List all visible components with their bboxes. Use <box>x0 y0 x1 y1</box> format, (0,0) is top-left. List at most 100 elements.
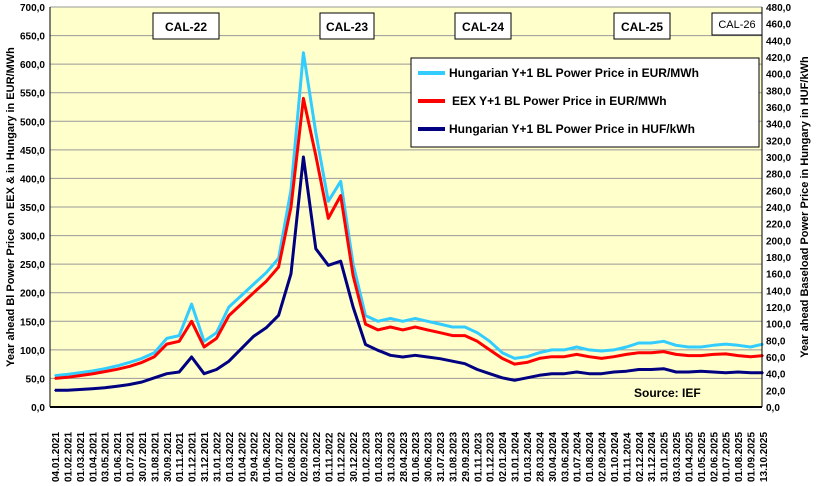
series-0-point <box>339 180 342 183</box>
series-2-point <box>339 260 342 262</box>
series-2-point <box>488 372 491 375</box>
series-line-0 <box>54 51 764 378</box>
left-tick-label: 150,0 <box>20 317 45 328</box>
x-tick-label: 01.04.2021 <box>88 432 99 482</box>
series-2-point <box>128 383 131 386</box>
series-1-point <box>662 350 665 353</box>
series-0-point <box>165 337 168 340</box>
svg-text:CAL-24: CAL-24 <box>462 20 504 34</box>
series-2-point <box>265 327 267 329</box>
series-0-point <box>476 331 479 334</box>
x-tick-label: 31.01.2022 <box>212 432 223 482</box>
series-1-point <box>315 154 317 157</box>
series-0-point <box>675 344 677 347</box>
series-0-point <box>538 351 541 354</box>
x-tick-label: 01.04.2022 <box>237 432 248 482</box>
series-0-point <box>252 283 255 285</box>
x-tick-label: 13.10.2025 <box>759 432 770 482</box>
series-1-point <box>116 368 118 371</box>
series-0-point <box>700 346 702 348</box>
series-0-point <box>54 374 56 377</box>
x-tick-label: 03.03.2025 <box>672 432 683 482</box>
left-tick-label: 350,0 <box>20 203 45 214</box>
series-2-point <box>290 272 292 275</box>
series-2-point <box>613 371 615 373</box>
series-1-point <box>190 320 193 323</box>
series-0-point <box>551 349 553 351</box>
right-tick-label: 60,0 <box>766 353 786 364</box>
x-tick-label: 30.04.2024 <box>548 432 559 482</box>
legend-label-hu-huf: Hungarian Y+1 BL Power Price in HUF/kWh <box>449 122 695 136</box>
series-1-point <box>277 266 280 268</box>
x-tick-label: 03.10.2022 <box>312 432 323 482</box>
series-2-point <box>352 306 354 308</box>
series-0-point <box>79 371 81 374</box>
series-2-point <box>724 372 727 374</box>
series-0-point <box>128 361 131 364</box>
series-1-point <box>575 353 578 356</box>
series-0-point <box>190 303 193 305</box>
series-1-point <box>240 303 243 305</box>
right-tick-label: 380,0 <box>766 86 791 97</box>
series-1-point <box>526 361 528 364</box>
x-tick-label: 31.08.2021 <box>150 432 161 482</box>
right-tick-label: 400,0 <box>766 70 791 81</box>
x-tick-label: 01.11.2021 <box>175 432 186 482</box>
series-1-point <box>290 206 292 208</box>
x-tick-label: 02.06.2025 <box>709 432 720 482</box>
series-2-point <box>79 388 81 391</box>
x-tick-label: 31.12.2024 <box>647 432 658 482</box>
series-0-point <box>377 320 379 323</box>
legend-label-eex-eur: EEX Y+1 BL Power Price in EUR/MWh <box>452 94 667 108</box>
series-2-point <box>327 264 330 267</box>
series-0-point <box>488 340 491 343</box>
series-2-point <box>153 377 156 379</box>
x-tick-label: 01.08.2024 <box>585 432 596 482</box>
series-2-point <box>464 362 466 365</box>
series-2-point <box>228 360 230 362</box>
series-1-point <box>352 274 354 277</box>
series-2-point <box>762 372 764 374</box>
series-0-point <box>228 306 230 308</box>
series-2-point <box>451 360 454 362</box>
series-2-point <box>401 356 404 358</box>
series-2-point <box>240 347 243 350</box>
series-1-point <box>613 355 615 358</box>
series-2-point <box>637 368 640 371</box>
series-1-point <box>414 326 417 328</box>
series-0-point <box>141 357 143 360</box>
x-tick-label: 01.12.2023 <box>486 432 497 482</box>
series-0-point <box>364 314 367 317</box>
series-2-point <box>700 370 702 372</box>
series-0-point <box>290 189 292 191</box>
left-tick-label: 650,0 <box>20 32 45 43</box>
series-1-point <box>401 329 404 331</box>
left-tick-label: 0,0 <box>31 403 45 414</box>
series-0-point <box>153 351 156 354</box>
series-1-point <box>762 354 764 357</box>
series-0-point <box>650 342 653 344</box>
series-1-point <box>215 337 218 340</box>
x-tick-label: 31.01.2024 <box>511 432 522 482</box>
left-tick-label: 500,0 <box>20 117 45 128</box>
series-1-point <box>339 194 342 197</box>
right-tick-label: 140,0 <box>766 286 791 297</box>
x-tick-label: 01.07.2025 <box>722 432 733 482</box>
right-tick-label: 160,0 <box>766 270 791 281</box>
x-tick-label: 30.09.2021 <box>163 432 174 482</box>
x-tick-label: 01.02.2021 <box>63 432 74 482</box>
series-1-point <box>265 280 267 283</box>
series-0-point <box>327 200 330 203</box>
right-tick-label: 180,0 <box>766 253 791 264</box>
x-tick-label: 29.04.2022 <box>250 432 261 482</box>
right-tick-label: 40,0 <box>766 370 786 381</box>
series-1-point <box>551 355 553 358</box>
series-2-point <box>203 372 205 375</box>
series-1-point <box>712 353 715 356</box>
series-1-point <box>178 340 181 343</box>
series-2-point <box>538 374 541 377</box>
x-tick-label: 01.12.2021 <box>188 432 199 482</box>
series-0-point <box>613 349 615 351</box>
series-2-point <box>215 368 218 371</box>
series-0-point <box>563 349 566 351</box>
